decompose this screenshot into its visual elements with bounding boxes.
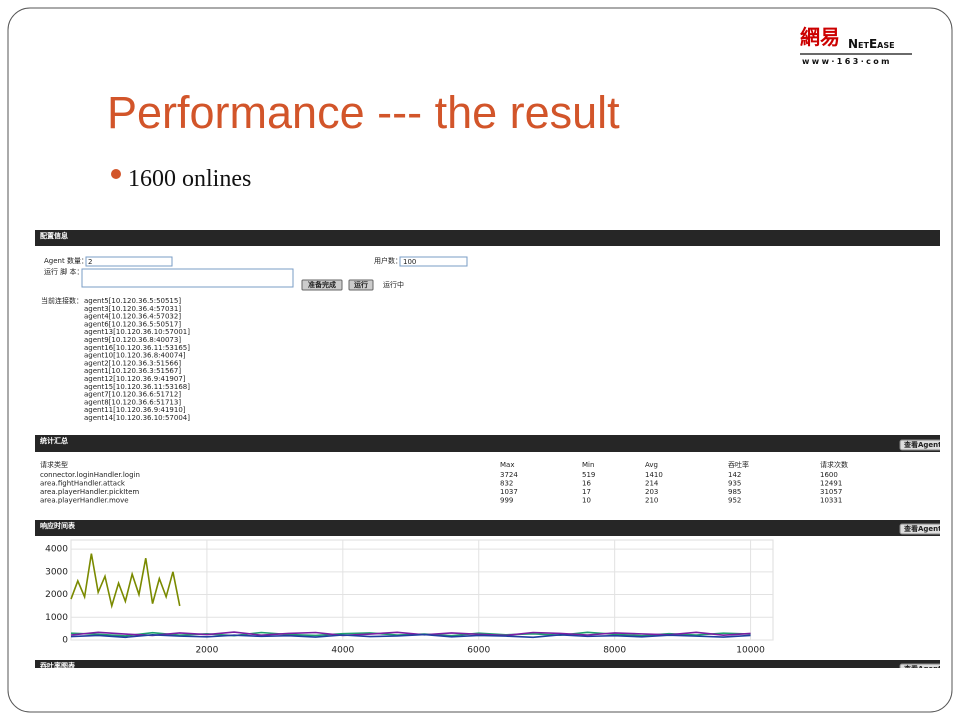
table-cell: 12491 bbox=[820, 480, 842, 488]
screenshot: 配置信息统计汇总查看Agent响应时间表查看Agent吞吐率图表查看AgentA… bbox=[35, 230, 950, 674]
panel-header bbox=[35, 520, 940, 536]
panel-title: 配置信息 bbox=[40, 231, 68, 240]
table-cell: 203 bbox=[645, 488, 658, 496]
panel-header bbox=[35, 435, 940, 452]
panel-title: 吞吐率图表 bbox=[40, 661, 76, 670]
button-label[interactable]: 准备完成 bbox=[308, 280, 336, 289]
connection: agent6[10.120.36.5:50517] bbox=[84, 320, 181, 328]
label: Agent 数量： bbox=[44, 256, 88, 265]
table-cell: 999 bbox=[500, 497, 513, 505]
connection: agent5[10.120.36.5:50515] bbox=[84, 297, 181, 305]
x-tick-label: 10000 bbox=[736, 646, 765, 656]
table-header: Max bbox=[500, 461, 514, 469]
table-cell: 210 bbox=[645, 497, 658, 505]
connection: agent14[10.120.36.10:57004] bbox=[84, 414, 190, 422]
table-header: 请求类型 bbox=[40, 460, 68, 469]
table-cell: 10 bbox=[582, 497, 591, 505]
table-header: Avg bbox=[645, 461, 658, 469]
table-cell: 1410 bbox=[645, 471, 663, 479]
table-cell: 832 bbox=[500, 480, 513, 488]
table-cell: area.fightHandler.attack bbox=[40, 480, 126, 488]
y-tick-label: 1000 bbox=[45, 613, 68, 623]
y-tick-label: 0 bbox=[62, 636, 68, 646]
connection: agent3[10.120.36.4:57031] bbox=[84, 305, 181, 313]
panel-title: 响应时间表 bbox=[40, 521, 76, 530]
connection: agent15[10.120.36.11:53168] bbox=[84, 383, 190, 391]
connection: agent9[10.120.36.8:40073] bbox=[84, 336, 181, 344]
x-tick-label: 8000 bbox=[603, 646, 626, 656]
status: 运行中 bbox=[383, 280, 404, 289]
label: 当前连接数： bbox=[41, 296, 83, 305]
table-cell: 985 bbox=[728, 488, 741, 496]
input[interactable] bbox=[85, 256, 173, 267]
button-label[interactable]: 运行 bbox=[354, 280, 368, 289]
table-header: Min bbox=[582, 461, 594, 469]
connection: agent8[10.120.36.6:51713] bbox=[84, 398, 181, 406]
series-line bbox=[70, 631, 751, 637]
y-tick-label: 3000 bbox=[45, 567, 68, 577]
x-tick-label: 2000 bbox=[195, 646, 218, 656]
table-cell: 935 bbox=[728, 480, 741, 488]
table-header: 请求次数 bbox=[820, 460, 848, 469]
x-tick-label: 4000 bbox=[331, 646, 354, 656]
table-cell: 214 bbox=[645, 480, 659, 488]
connection: agent11[10.120.36.9:41910] bbox=[84, 406, 186, 414]
connection: agent13[10.120.36.10:57001] bbox=[84, 328, 190, 336]
input-value: 2 bbox=[88, 258, 92, 266]
bullet: 1600 onlines bbox=[128, 166, 251, 192]
button[interactable] bbox=[899, 523, 950, 535]
button[interactable] bbox=[301, 279, 343, 291]
x-tick-label: 6000 bbox=[467, 646, 490, 656]
input-value: 100 bbox=[403, 258, 416, 266]
connection: agent12[10.120.36.9:41907] bbox=[84, 375, 186, 383]
label: 用户数： bbox=[374, 256, 402, 265]
table-cell: 16 bbox=[582, 480, 591, 488]
textarea[interactable] bbox=[81, 268, 294, 288]
panel-header bbox=[35, 660, 940, 668]
table-cell: area.playerHandler.move bbox=[40, 497, 129, 505]
table-cell: connector.loginHandler.login bbox=[40, 471, 140, 479]
logo-url: www·163·com bbox=[802, 57, 892, 66]
connection: agent1[10.120.36.3:51567] bbox=[84, 367, 181, 375]
connection: agent2[10.120.36.3:51566] bbox=[84, 359, 181, 367]
button-label[interactable]: 查看Agent bbox=[904, 440, 942, 449]
button[interactable] bbox=[899, 439, 950, 451]
table-cell: 1037 bbox=[500, 488, 518, 496]
button-label[interactable]: 查看Agent bbox=[904, 664, 942, 673]
series-line bbox=[70, 633, 751, 639]
panel-title: 统计汇总 bbox=[40, 436, 68, 445]
slide-title: Performance --- the result bbox=[107, 87, 620, 138]
bullet-dot bbox=[111, 169, 121, 179]
connection: agent10[10.120.36.8:40074] bbox=[84, 352, 186, 360]
table-cell: 952 bbox=[728, 497, 741, 505]
button[interactable] bbox=[348, 279, 374, 291]
table-cell: 31057 bbox=[820, 488, 842, 496]
plot-area bbox=[70, 539, 774, 641]
connection: agent4[10.120.36.4:57032] bbox=[84, 313, 181, 321]
series-line bbox=[70, 553, 181, 610]
y-tick-label: 4000 bbox=[45, 545, 68, 555]
table-cell: 519 bbox=[582, 471, 595, 479]
y-tick-label: 2000 bbox=[45, 590, 68, 600]
table-header: 吞吐率 bbox=[728, 460, 749, 469]
connection: agent7[10.120.36.6:51712] bbox=[84, 391, 181, 399]
button[interactable] bbox=[899, 663, 950, 674]
table-cell: 142 bbox=[728, 471, 741, 479]
label: 运行 脚 本： bbox=[44, 267, 83, 276]
logo-brand: NetEase bbox=[848, 37, 895, 51]
table-cell: 17 bbox=[582, 488, 591, 496]
button-label[interactable]: 查看Agent bbox=[904, 524, 942, 533]
table-cell: 10331 bbox=[820, 497, 842, 505]
table-cell: 3724 bbox=[500, 471, 518, 479]
input[interactable] bbox=[399, 256, 468, 267]
logo-chinese: 網易 bbox=[800, 25, 840, 49]
table-cell: 1600 bbox=[820, 471, 838, 479]
table-cell: area.playerHandler.pickItem bbox=[40, 488, 139, 496]
connection: agent16[10.120.36.11:53165] bbox=[84, 344, 190, 352]
panel-header bbox=[35, 230, 940, 246]
